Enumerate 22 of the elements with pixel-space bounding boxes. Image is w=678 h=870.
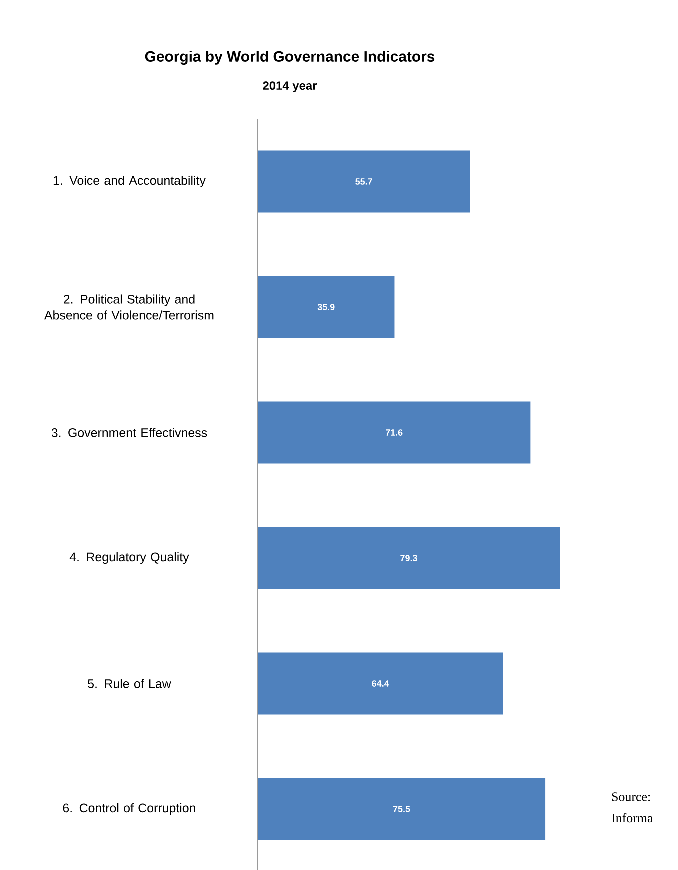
data-label: 64.4 bbox=[372, 680, 390, 687]
chart-subtitle: 2014 year bbox=[263, 82, 318, 92]
y-tick-label: 4. Regulatory Quality bbox=[70, 552, 190, 564]
data-label: 75.5 bbox=[393, 806, 410, 812]
y-tick-label: 3. Government Effectivness bbox=[52, 428, 208, 438]
bar bbox=[258, 150, 470, 213]
data-label: 79.3 bbox=[400, 555, 418, 562]
bar bbox=[258, 402, 531, 464]
bar bbox=[258, 778, 546, 840]
source-note: Source: bbox=[612, 792, 650, 802]
bar bbox=[258, 652, 504, 715]
bar bbox=[258, 276, 395, 338]
y-tick-label: 6. Control of Corruption bbox=[63, 803, 196, 816]
data-label: 55.7 bbox=[356, 178, 372, 185]
text: Informa bbox=[612, 813, 654, 823]
bar bbox=[258, 527, 560, 590]
chart-title: Georgia by World Governance Indicators bbox=[145, 51, 435, 66]
y-tick-label: 5. Rule of Law bbox=[88, 679, 172, 688]
data-label: 71.6 bbox=[386, 430, 403, 436]
y-tick-label: 2. Political Stability and Absence of Violence/Terrorism bbox=[44, 294, 214, 320]
y-tick-label: 1. Voice and Accountability bbox=[54, 176, 206, 188]
data-label: 35.9 bbox=[318, 304, 335, 310]
